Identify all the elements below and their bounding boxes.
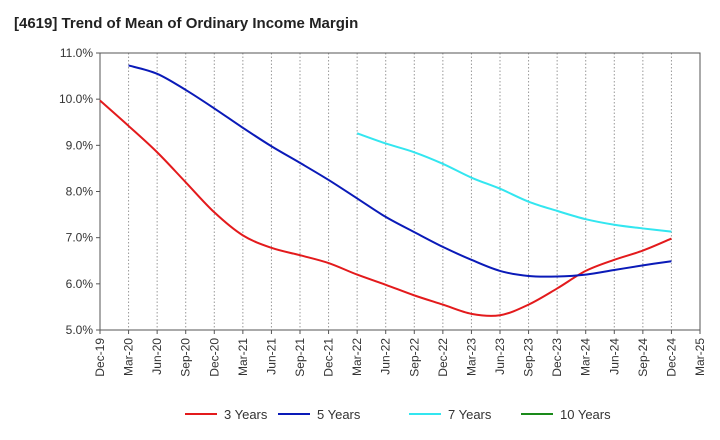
x-tick-label: Sep-22	[407, 338, 421, 377]
x-tick-label: Sep-20	[179, 338, 193, 377]
y-tick-label: 10.0%	[59, 92, 93, 106]
x-tick-label: Mar-24	[579, 338, 593, 376]
grid-layer	[128, 53, 672, 330]
x-tick-label: Mar-22	[350, 338, 364, 376]
y-tick-label: 6.0%	[66, 277, 94, 291]
x-tick-label: Mar-23	[464, 338, 478, 376]
y-tick-label: 8.0%	[66, 185, 94, 199]
x-tick-label: Sep-21	[293, 338, 307, 377]
x-tick-label: Mar-20	[122, 338, 136, 376]
x-tick-label: Jun-20	[150, 338, 164, 375]
y-tick-label: 11.0%	[60, 46, 93, 60]
x-tick-label: Dec-23	[550, 338, 564, 377]
x-tick-label: Dec-19	[93, 338, 107, 377]
x-tick-label: Dec-22	[436, 338, 450, 377]
series-line-5-years	[128, 64, 672, 278]
x-tick-label: Dec-20	[207, 338, 221, 377]
y-tick-label: 9.0%	[66, 138, 94, 152]
series-line-7-years	[356, 132, 672, 233]
y-tick-label: 7.0%	[66, 231, 94, 245]
legend-label-3-years: 3 Years	[224, 407, 268, 422]
x-tick-label: Mar-25	[693, 338, 707, 376]
x-tick-label: Jun-21	[264, 338, 278, 375]
legend-label-7-years: 7 Years	[448, 407, 492, 422]
legend-label-10-years: 10 Years	[560, 407, 611, 422]
x-tick-label: Jun-23	[493, 338, 507, 375]
plot-frame	[99, 52, 701, 331]
x-tick-label: Sep-24	[636, 338, 650, 377]
legend-label-5-years: 5 Years	[317, 407, 361, 422]
series-layer	[99, 64, 672, 317]
chart-title: [4619] Trend of Mean of Ordinary Income …	[14, 15, 359, 32]
x-tick-label: Jun-24	[607, 338, 621, 375]
x-tick-label: Mar-21	[236, 338, 250, 376]
x-tick-label: Sep-23	[522, 338, 536, 377]
legend: 3 Years 5 Years 7 Years 10 Years	[185, 407, 611, 422]
x-tick-label: Dec-21	[322, 338, 336, 377]
axis-layer: 5.0% 6.0% 7.0% 8.0% 9.0% 10.0% 11.0% Dec-19 Mar-…	[59, 46, 707, 377]
x-tick-label: Dec-24	[664, 338, 678, 377]
y-tick-label: 5.0%	[66, 323, 94, 337]
x-tick-label: Jun-22	[379, 338, 393, 375]
